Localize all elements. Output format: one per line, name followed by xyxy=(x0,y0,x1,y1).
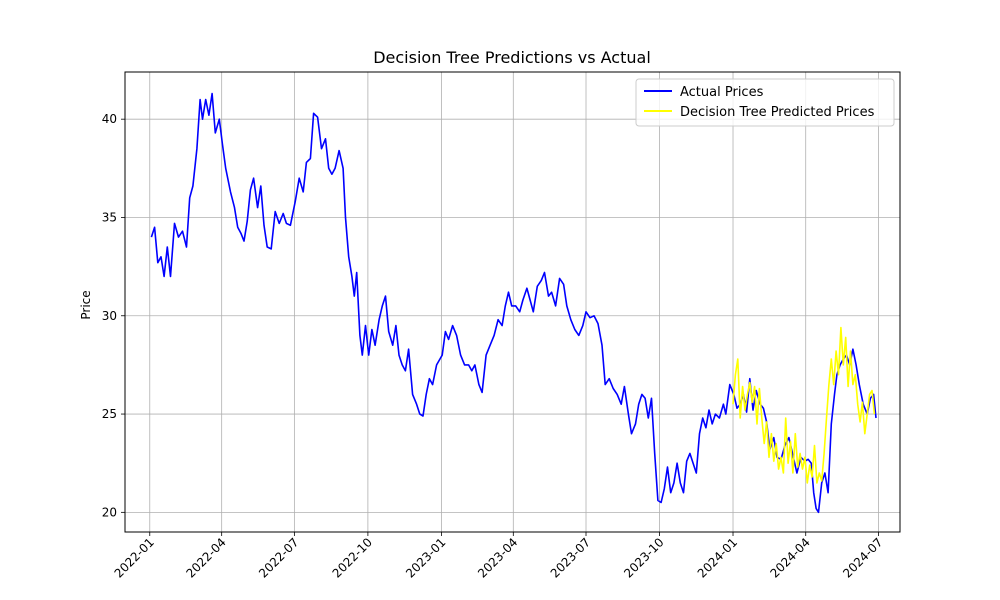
chart-title: Decision Tree Predictions vs Actual xyxy=(373,48,651,67)
y-tick-label: 25 xyxy=(102,407,117,421)
y-tick-label: 30 xyxy=(102,309,117,323)
legend-label-actual: Actual Prices xyxy=(680,85,764,100)
legend-label-predicted: Decision Tree Predicted Prices xyxy=(680,105,875,120)
predicted-prices-line xyxy=(732,326,876,484)
grid xyxy=(125,72,900,532)
series-layer xyxy=(150,92,877,514)
y-tick-label: 20 xyxy=(102,505,117,519)
y-tick-label: 35 xyxy=(102,210,117,224)
plot-area-frame xyxy=(124,71,901,533)
legend: Actual Prices Decision Tree Predicted Pr… xyxy=(635,78,895,127)
y-axis-label: Price xyxy=(79,290,93,319)
legend-box xyxy=(635,78,895,127)
y-tick-label: 40 xyxy=(102,112,117,126)
